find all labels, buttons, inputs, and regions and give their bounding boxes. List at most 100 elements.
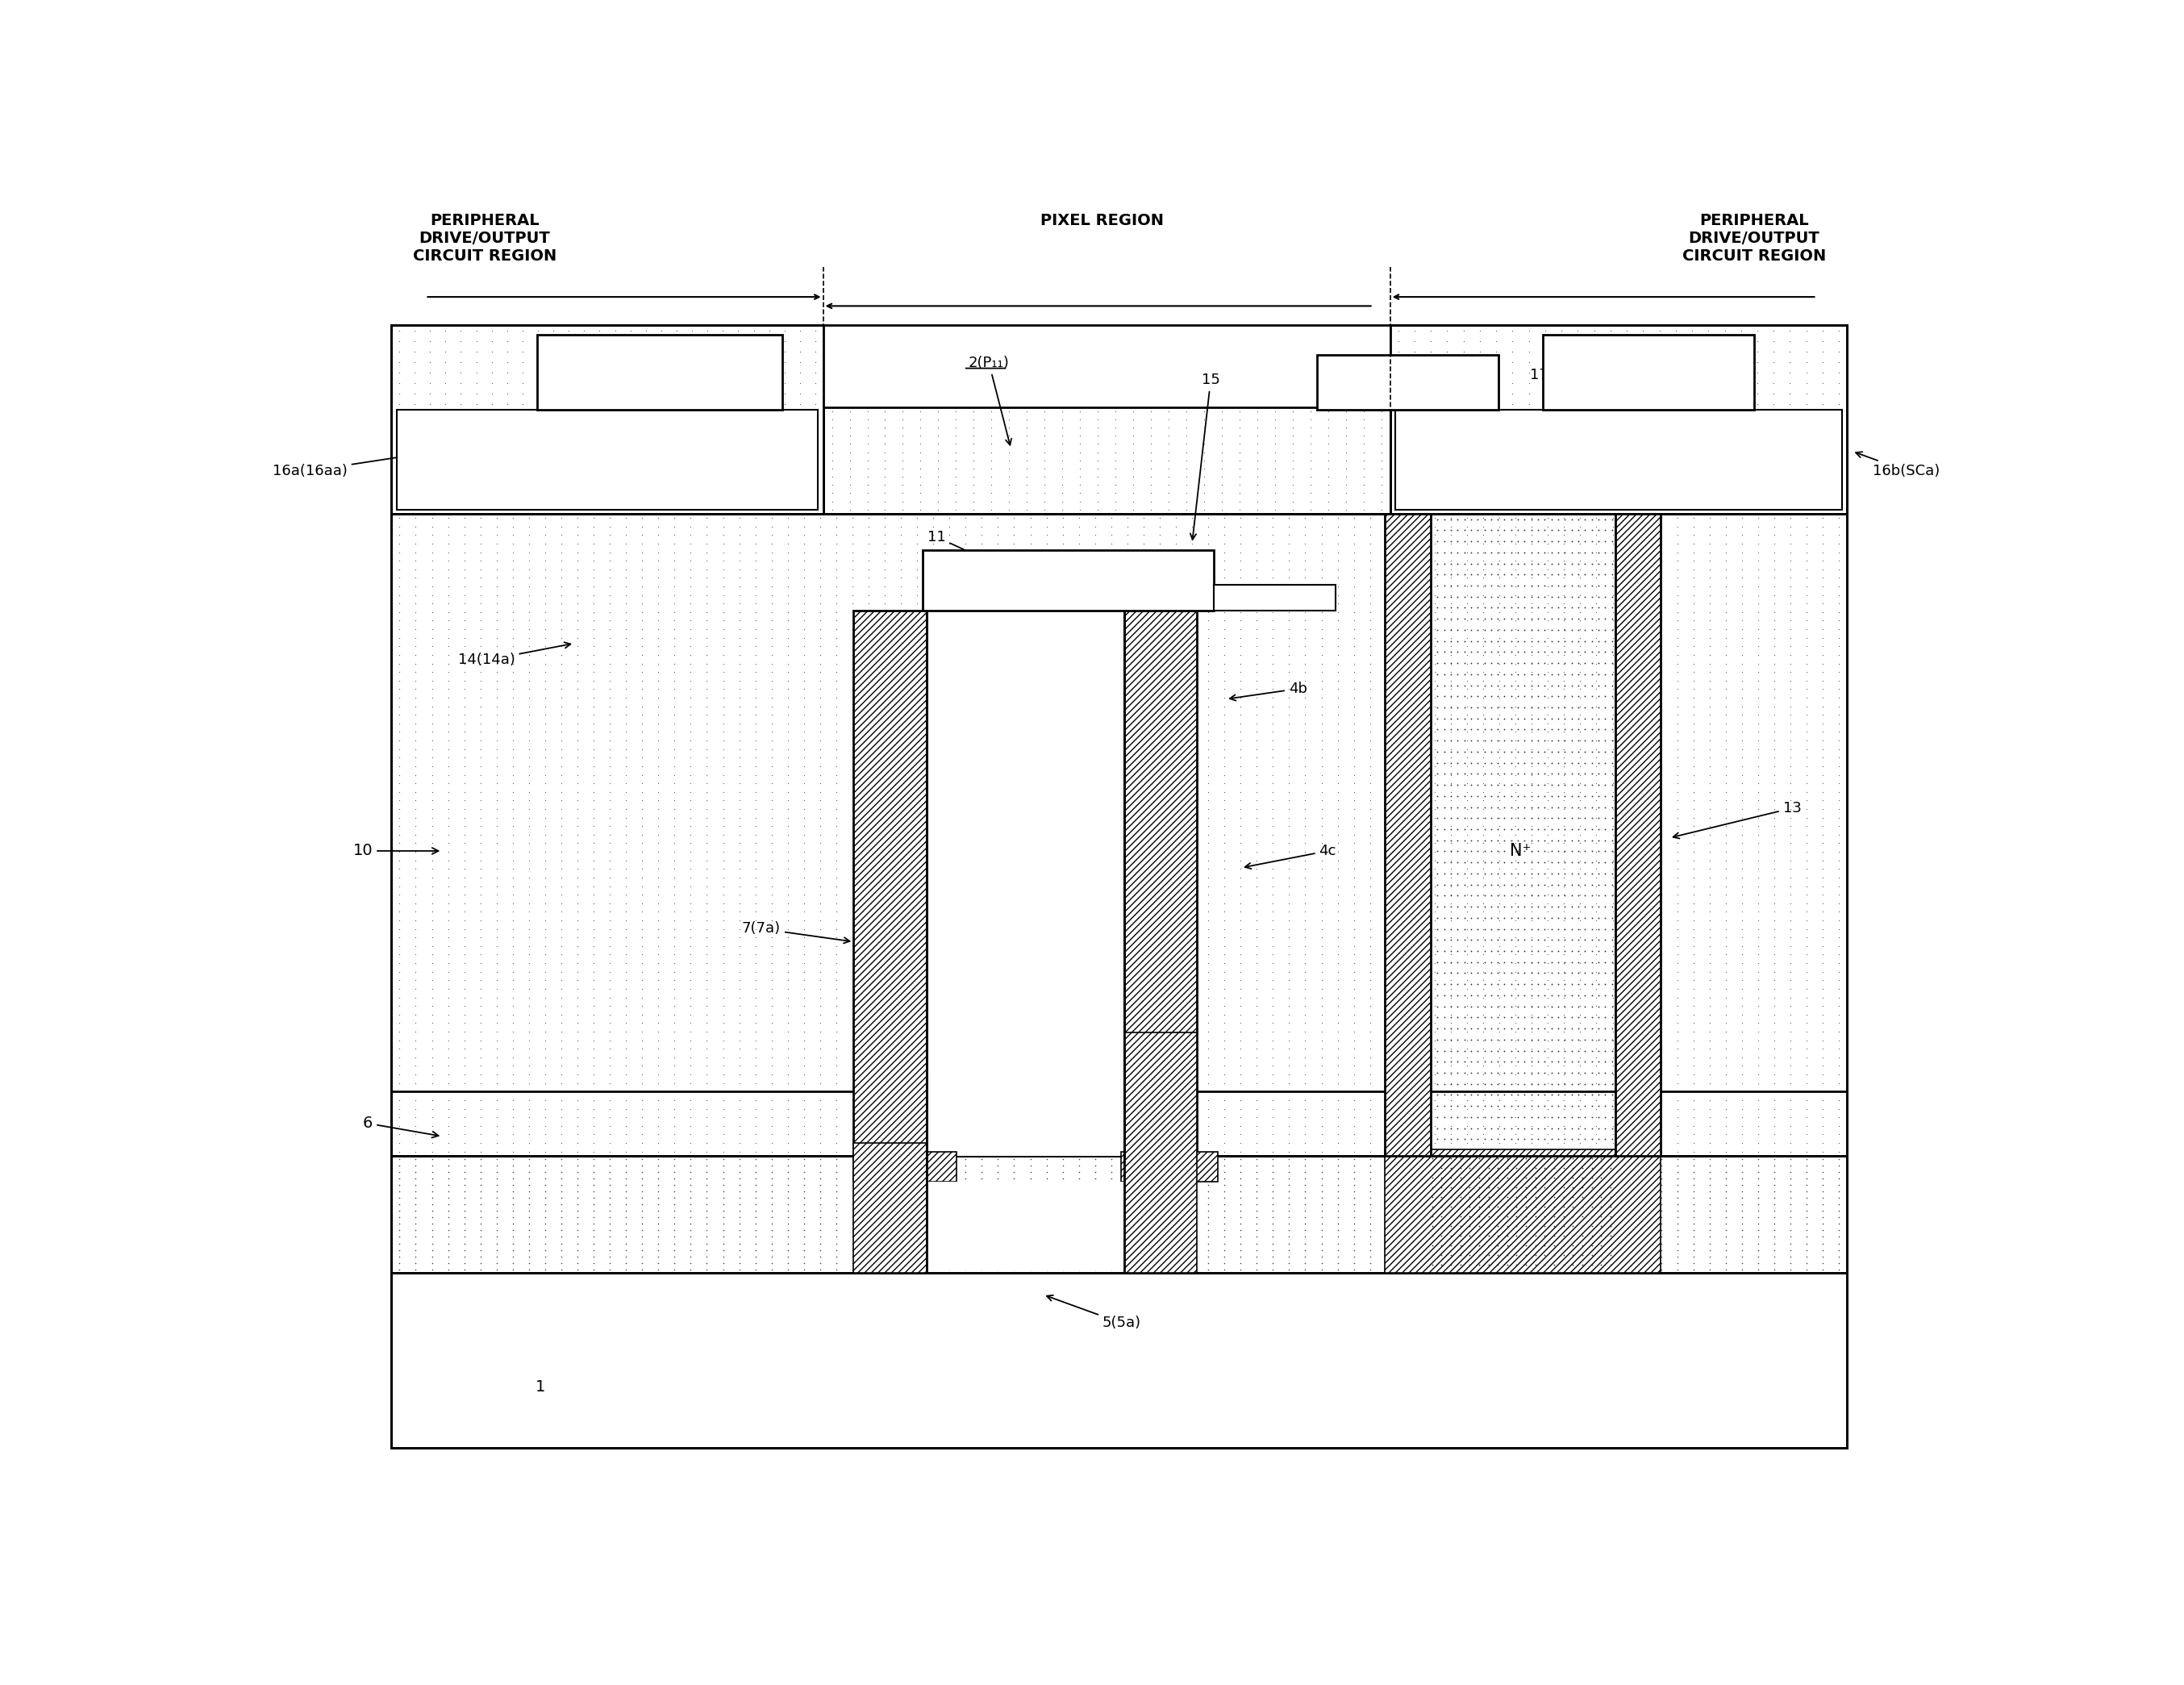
Point — [965, 581, 1000, 608]
Point — [1337, 984, 1372, 1011]
Point — [1413, 561, 1448, 588]
Point — [1142, 573, 1177, 600]
Point — [1455, 915, 1489, 942]
Point — [802, 864, 836, 891]
Point — [1450, 745, 1485, 772]
Point — [1426, 682, 1461, 709]
Point — [1289, 976, 1324, 1003]
Point — [974, 438, 1009, 465]
Point — [1645, 684, 1679, 711]
Point — [1756, 907, 1791, 933]
Point — [463, 598, 498, 625]
Point — [625, 873, 660, 900]
Point — [1708, 1237, 1743, 1264]
Point — [834, 607, 869, 634]
Point — [1806, 1223, 1841, 1250]
Point — [1433, 573, 1468, 600]
Point — [1592, 1242, 1627, 1269]
Point — [1568, 716, 1603, 743]
Point — [1190, 1153, 1225, 1180]
Point — [690, 1249, 725, 1276]
Point — [1223, 1095, 1258, 1122]
Point — [933, 1244, 968, 1270]
Point — [1337, 1244, 1372, 1270]
Point — [1693, 745, 1728, 772]
Point — [1061, 564, 1096, 591]
Point — [1708, 1205, 1743, 1232]
Point — [1158, 856, 1192, 883]
Point — [933, 1217, 968, 1244]
Point — [767, 411, 802, 438]
Point — [640, 1223, 675, 1250]
Point — [1594, 615, 1629, 642]
Point — [1289, 623, 1324, 650]
Point — [1725, 1009, 1760, 1036]
Point — [1568, 971, 1603, 998]
Point — [1498, 753, 1533, 780]
Point — [1077, 907, 1112, 933]
Point — [1046, 1159, 1081, 1186]
Point — [1483, 1087, 1518, 1114]
Point — [1527, 1060, 1562, 1087]
Point — [1369, 778, 1404, 805]
Point — [1289, 1249, 1324, 1276]
Point — [1077, 1018, 1112, 1045]
Point — [1575, 617, 1610, 644]
Point — [1433, 949, 1468, 976]
Point — [1581, 837, 1616, 864]
Point — [1675, 1026, 1710, 1053]
Point — [1507, 682, 1542, 709]
Point — [1310, 455, 1345, 482]
Point — [1527, 716, 1562, 743]
Point — [771, 1112, 806, 1139]
Point — [1562, 915, 1597, 942]
Point — [544, 607, 579, 634]
Point — [1527, 391, 1562, 418]
Point — [1514, 898, 1548, 925]
Point — [885, 1018, 919, 1045]
Point — [1238, 684, 1273, 711]
Point — [577, 881, 612, 908]
Point — [819, 1223, 854, 1250]
Point — [1271, 856, 1306, 883]
Point — [1555, 971, 1590, 998]
Point — [1821, 642, 1856, 669]
Point — [1077, 564, 1112, 591]
Point — [690, 453, 725, 480]
Point — [1208, 1237, 1243, 1264]
Point — [1548, 927, 1583, 954]
Point — [640, 726, 675, 753]
Point — [478, 1223, 513, 1250]
Point — [1385, 1217, 1420, 1244]
Point — [1546, 650, 1581, 677]
Point — [609, 942, 644, 969]
Point — [1175, 556, 1210, 583]
Point — [1468, 982, 1503, 1009]
Point — [1256, 745, 1291, 772]
Point — [1426, 1082, 1461, 1109]
Point — [1046, 573, 1081, 600]
Point — [529, 522, 563, 549]
Point — [1514, 804, 1548, 831]
Point — [1029, 795, 1064, 822]
Point — [1369, 804, 1404, 831]
Point — [1127, 881, 1162, 908]
Point — [397, 923, 432, 950]
Point — [1455, 617, 1489, 644]
Point — [802, 504, 836, 531]
Point — [948, 1230, 983, 1257]
Point — [592, 701, 627, 728]
Point — [767, 473, 802, 500]
Point — [1468, 527, 1503, 554]
Point — [1612, 573, 1647, 600]
Point — [1489, 1174, 1524, 1201]
Point — [598, 495, 633, 522]
Point — [1433, 1244, 1468, 1270]
Point — [1013, 967, 1048, 994]
Point — [644, 463, 679, 490]
Point — [550, 401, 585, 428]
Point — [1610, 411, 1645, 438]
Point — [1109, 1095, 1144, 1122]
Point — [1511, 443, 1546, 470]
Point — [1708, 1230, 1743, 1257]
